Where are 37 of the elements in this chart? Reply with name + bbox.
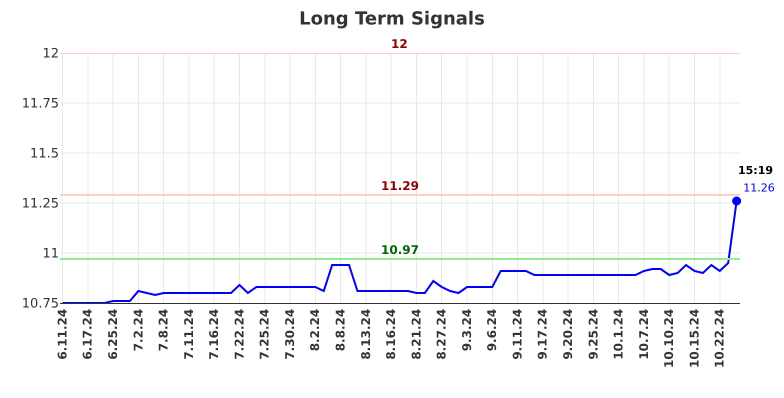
x-tick-label: 8.2.24 <box>308 308 322 352</box>
x-tick-label: 9.25.24 <box>586 308 600 360</box>
x-tick-label: 9.6.24 <box>485 308 500 352</box>
x-tick-label: 7.25.24 <box>258 308 272 360</box>
x-tick-label: 7.22.24 <box>232 308 246 360</box>
x-tick-label: 10.1.24 <box>612 308 626 360</box>
x-tick-label: 9.11.24 <box>510 308 524 360</box>
x-tick-label: 8.16.24 <box>384 308 398 360</box>
x-tick-label: 8.27.24 <box>434 308 449 360</box>
x-tick-label: 6.17.24 <box>80 308 95 360</box>
data-label: 11.26 <box>743 182 775 195</box>
x-tick-label: 9.17.24 <box>536 308 550 360</box>
ref-line-label: 11.29 <box>381 179 419 193</box>
chart-title: Long Term Signals <box>299 8 485 30</box>
x-tick-label: 7.30.24 <box>282 308 297 360</box>
y-tick-label: 11.75 <box>22 96 59 112</box>
x-tick-label: 9.3.24 <box>460 308 474 352</box>
y-tick-label: 11.25 <box>22 196 59 212</box>
x-tick-label: 7.2.24 <box>131 308 146 352</box>
x-tick-label: 7.16.24 <box>207 308 222 360</box>
x-tick-label: 10.15.24 <box>687 308 702 368</box>
x-tick-label: 9.20.24 <box>561 308 575 360</box>
x-tick-label: 10.10.24 <box>662 308 676 368</box>
x-tick-label: 7.8.24 <box>156 308 171 352</box>
x-tick-label: 10.22.24 <box>712 308 727 368</box>
ref-line-label: 12 <box>391 37 408 51</box>
y-tick-label: 11.5 <box>30 146 59 162</box>
x-tick-label: 8.13.24 <box>358 308 373 360</box>
x-tick-label: 10.7.24 <box>636 308 651 360</box>
y-tick-label: 11 <box>42 246 59 262</box>
x-tick-label: 8.21.24 <box>409 308 424 360</box>
y-tick-label: 12 <box>42 46 59 62</box>
ref-line-label: 10.97 <box>381 243 419 257</box>
annotation: 15:19 <box>738 164 774 177</box>
x-tick-label: 7.11.24 <box>182 308 196 360</box>
x-tick-label: 6.25.24 <box>106 308 120 360</box>
x-tick-label: 8.8.24 <box>333 308 348 352</box>
